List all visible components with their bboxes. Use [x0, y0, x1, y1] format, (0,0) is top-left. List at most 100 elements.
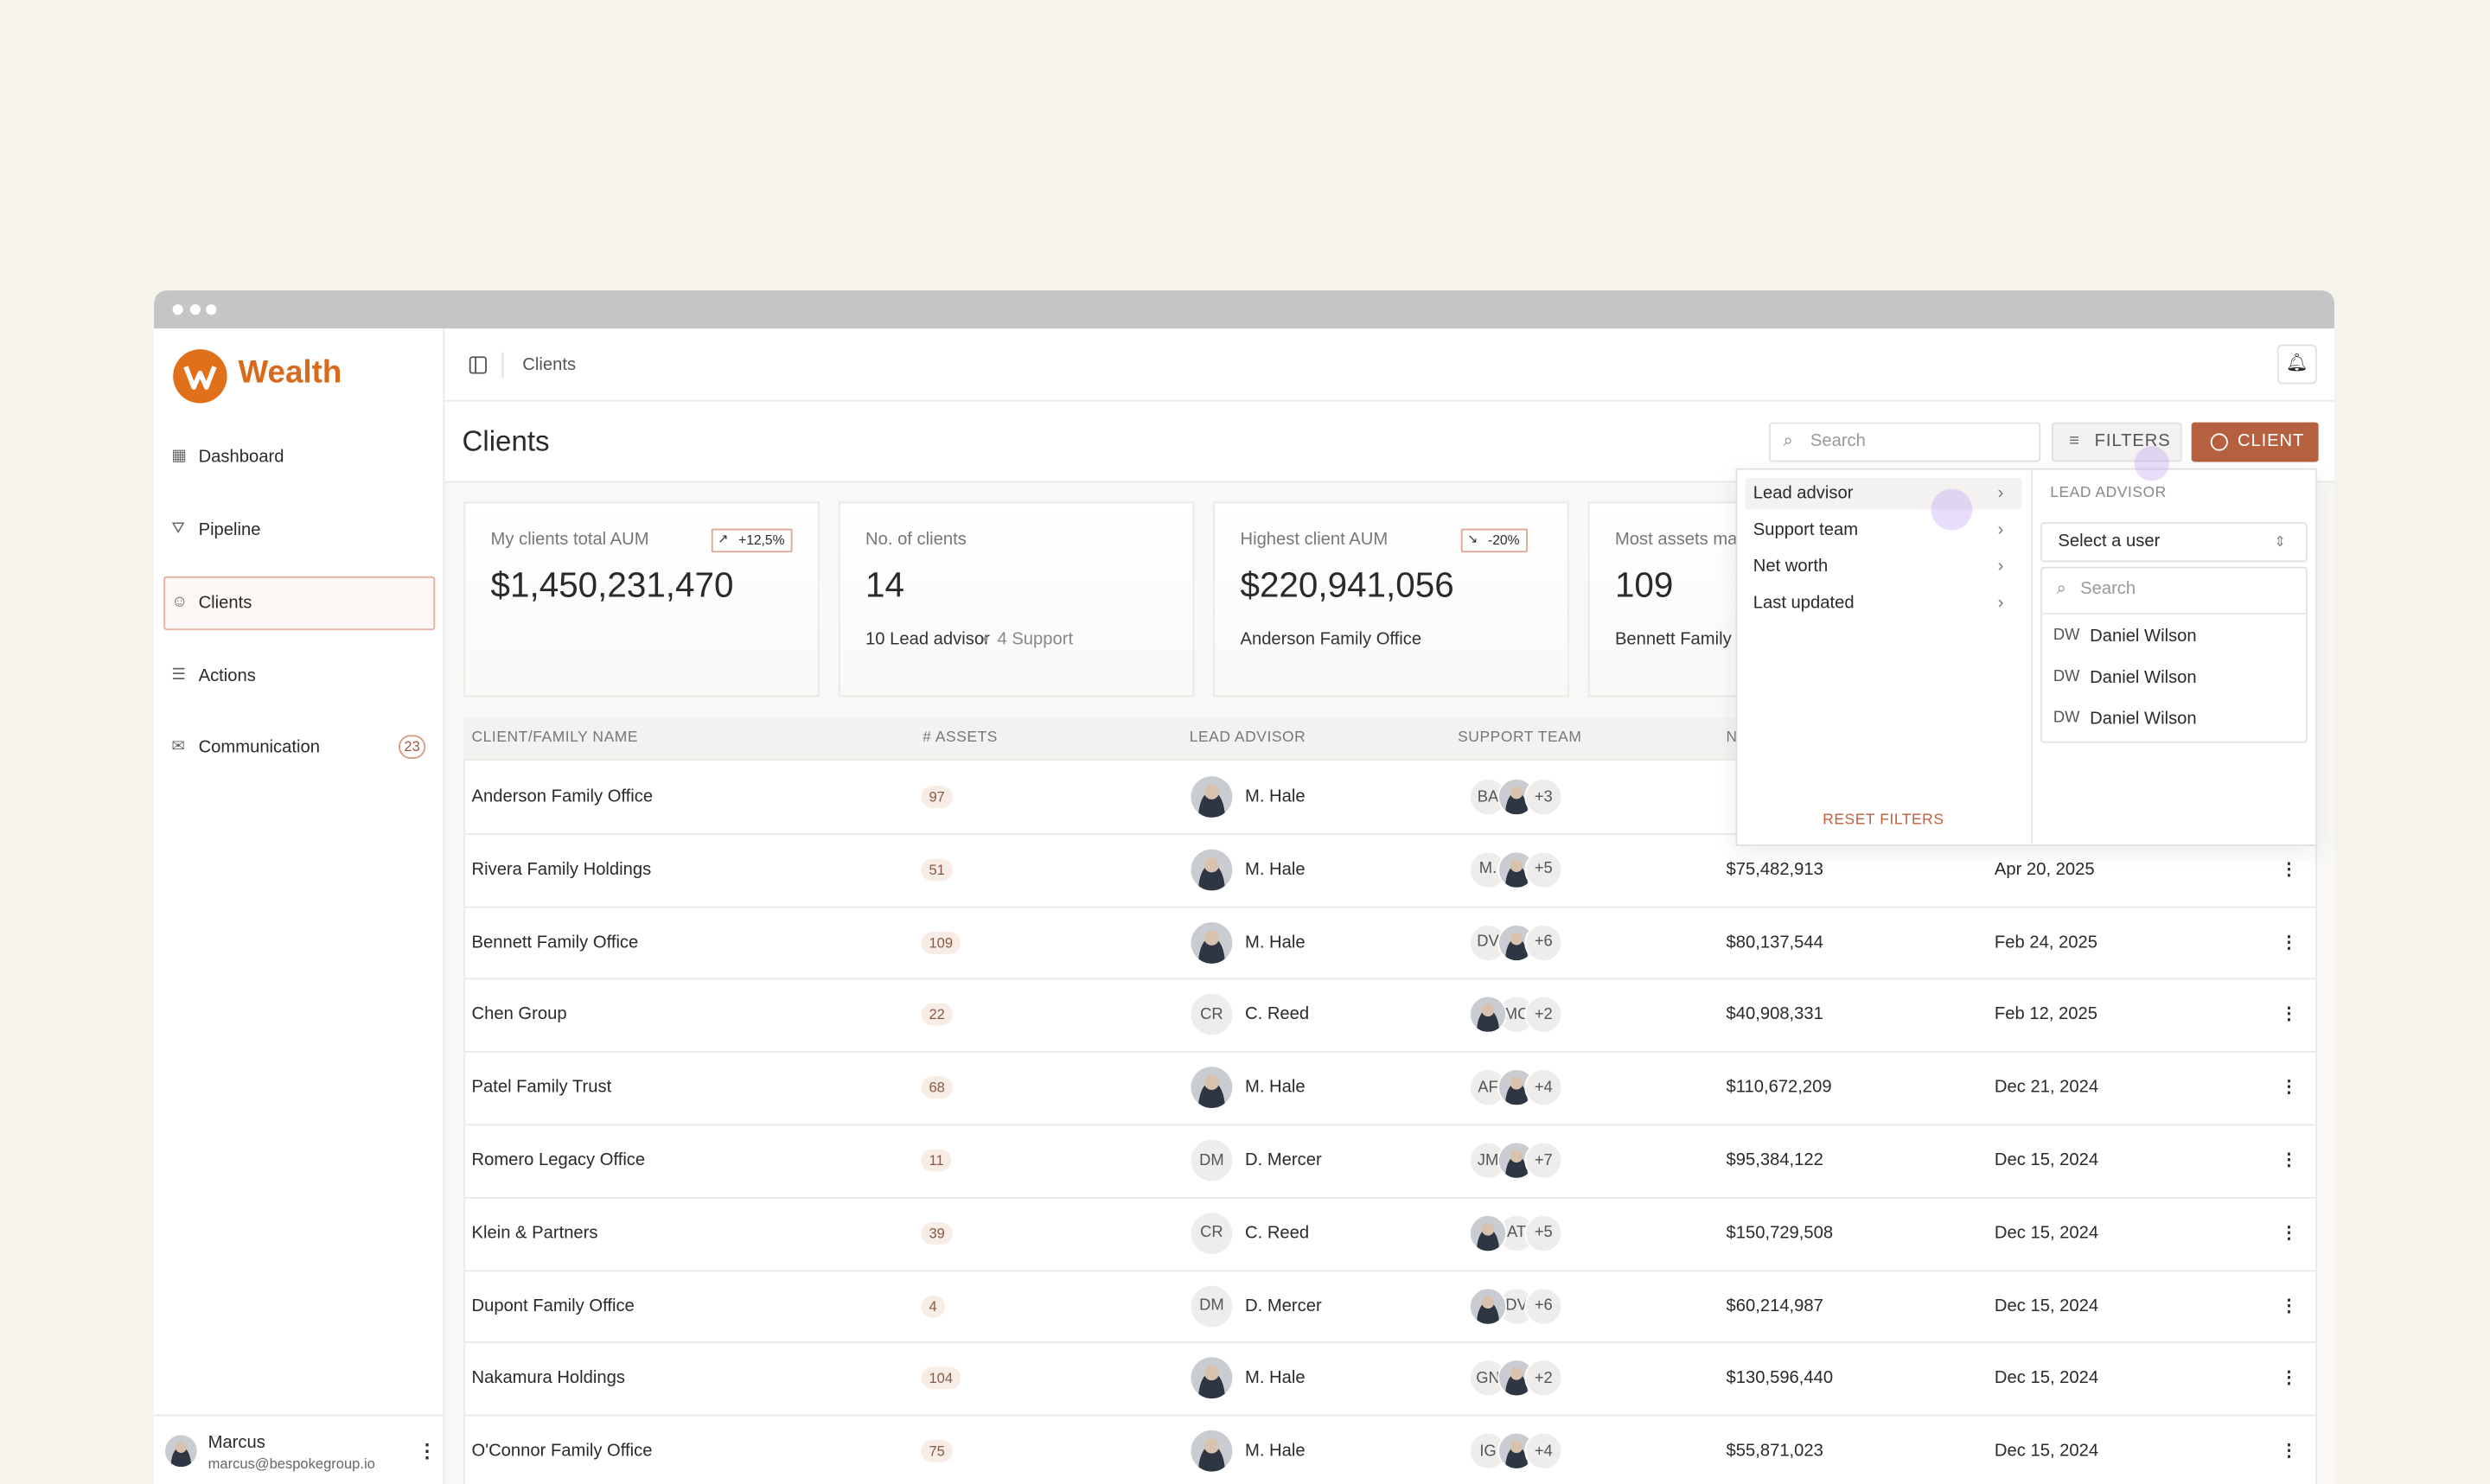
user-list: [2040, 566, 2308, 743]
divider: [2040, 612, 2308, 615]
support-more: +6: [1524, 1286, 1563, 1325]
asset-count: 4: [921, 1295, 945, 1317]
lead-name: M. Hale: [1244, 1442, 1306, 1462]
chevron: ›: [1997, 557, 2004, 576]
cursor-highlight: [1931, 488, 1973, 531]
nav-icon: ▦: [171, 447, 187, 466]
user-search-placeholder: Search: [2080, 579, 2136, 599]
row-divider: [463, 978, 2317, 980]
client-name[interactable]: Chen Group: [471, 1005, 567, 1025]
window-titlebar: [154, 290, 2334, 329]
filters-button[interactable]: [2052, 422, 2182, 462]
net-worth: $40,908,331: [1726, 1005, 1823, 1025]
client-name[interactable]: Romero Legacy Office: [471, 1150, 646, 1170]
filter-option[interactable]: Lead advisor: [1753, 484, 1854, 504]
search-icon: ⌕: [2056, 579, 2066, 599]
support-avatar: [1468, 996, 1508, 1035]
panel-title: LEAD ADVISOR: [2050, 484, 2167, 502]
sidebar-toggle[interactable]: [469, 355, 488, 374]
filter-icon: ≡: [2069, 431, 2080, 451]
user-option[interactable]: Daniel Wilson: [2090, 668, 2197, 688]
row-divider: [463, 832, 2317, 835]
divider: [154, 1414, 445, 1417]
sidebar: [154, 328, 445, 1484]
filter-option[interactable]: Net worth: [1753, 557, 1829, 576]
divider: [444, 481, 2334, 483]
nav-item[interactable]: Communication: [198, 738, 320, 758]
support-avatar: DV: [1468, 923, 1508, 962]
lead-name: C. Reed: [1244, 1005, 1310, 1025]
row-menu[interactable]: ⋮: [2280, 1223, 2298, 1243]
stat-label: No. of clients: [865, 530, 967, 550]
net-worth: $150,729,508: [1726, 1223, 1834, 1243]
lead-avatar: [1189, 1429, 1235, 1474]
nav-item[interactable]: Actions: [198, 666, 256, 686]
nav-icon: ✉: [171, 738, 185, 756]
nav-icon: ☺: [171, 593, 188, 612]
row-menu[interactable]: ⋮: [2280, 1296, 2298, 1315]
asset-count: 51: [921, 858, 954, 882]
user-initials: DW: [2053, 668, 2080, 686]
search-box[interactable]: [1769, 422, 2041, 462]
support-more: +3: [1524, 777, 1563, 817]
stat-delta: +12,5%: [711, 528, 793, 553]
last-updated: Dec 15, 2024: [1994, 1442, 2099, 1462]
support-avatar: [1468, 1286, 1508, 1325]
lead-name: M. Hale: [1244, 1078, 1306, 1098]
lead-name: M. Hale: [1244, 933, 1306, 952]
asset-count: 11: [921, 1149, 952, 1172]
client-name[interactable]: Dupont Family Office: [471, 1296, 635, 1315]
user-option[interactable]: Daniel Wilson: [2090, 710, 2197, 729]
filter-option[interactable]: Last updated: [1753, 593, 1855, 613]
row-menu[interactable]: ⋮: [2280, 1150, 2298, 1170]
row-divider: [463, 1341, 2317, 1344]
client-name[interactable]: Nakamura Holdings: [471, 1368, 625, 1389]
last-updated: Feb 12, 2025: [1994, 1005, 2098, 1025]
row-menu[interactable]: ⋮: [2280, 933, 2298, 952]
client-name[interactable]: Klein & Partners: [471, 1223, 598, 1243]
support-avatar: BA: [1468, 777, 1508, 817]
lead-name: D. Mercer: [1244, 1296, 1322, 1315]
client-icon: [2210, 433, 2228, 451]
user-name: Marcus: [208, 1433, 265, 1453]
stat-label: Most assets ma: [1614, 530, 1738, 550]
user-menu[interactable]: ⋮: [418, 1439, 437, 1462]
filter-option[interactable]: Support team: [1753, 520, 1859, 540]
search-icon: ⌕: [1783, 431, 1793, 451]
row-menu[interactable]: ⋮: [2280, 1005, 2298, 1025]
lead-avatar: [1189, 847, 1235, 892]
nav-item[interactable]: Dashboard: [198, 447, 284, 467]
notifications[interactable]: 🔔︎: [2276, 344, 2317, 385]
user-select[interactable]: [2040, 522, 2308, 563]
client-name[interactable]: Anderson Family Office: [471, 787, 654, 807]
client-name[interactable]: Rivera Family Holdings: [471, 860, 652, 880]
row-menu[interactable]: ⋮: [2280, 860, 2298, 880]
asset-count: 68: [921, 1076, 954, 1099]
row-menu[interactable]: ⋮: [2280, 1368, 2298, 1389]
lead-avatar: [1189, 1356, 1235, 1401]
user-avatar: [163, 1433, 199, 1468]
lead-name: C. Reed: [1244, 1223, 1310, 1243]
nav-item[interactable]: Clients: [198, 593, 252, 613]
row-menu[interactable]: ⋮: [2280, 1442, 2298, 1462]
select-placeholder: Select a user: [2058, 532, 2161, 551]
row-divider: [463, 1196, 2317, 1199]
support-avatar: GN: [1468, 1359, 1508, 1398]
stat-value: 14: [865, 564, 904, 605]
row-divider: [463, 906, 2317, 908]
lead-name: M. Hale: [1244, 860, 1306, 880]
user-option[interactable]: Daniel Wilson: [2090, 627, 2197, 646]
row-menu[interactable]: ⋮: [2280, 1078, 2298, 1098]
client-name[interactable]: O'Connor Family Office: [471, 1442, 653, 1462]
client-name[interactable]: Patel Family Trust: [471, 1078, 612, 1098]
logo: [173, 349, 227, 404]
last-updated: Dec 15, 2024: [1994, 1150, 2099, 1170]
nav-item[interactable]: Pipeline: [198, 520, 261, 540]
reset-filters[interactable]: RESET FILTERS: [1823, 811, 1944, 829]
client-name[interactable]: Bennett Family Office: [471, 933, 639, 952]
lead-name: M. Hale: [1244, 787, 1306, 807]
breadcrumb[interactable]: Clients: [522, 355, 577, 375]
last-updated: Dec 21, 2024: [1994, 1078, 2099, 1098]
stat-label: Highest client AUM: [1240, 530, 1389, 550]
